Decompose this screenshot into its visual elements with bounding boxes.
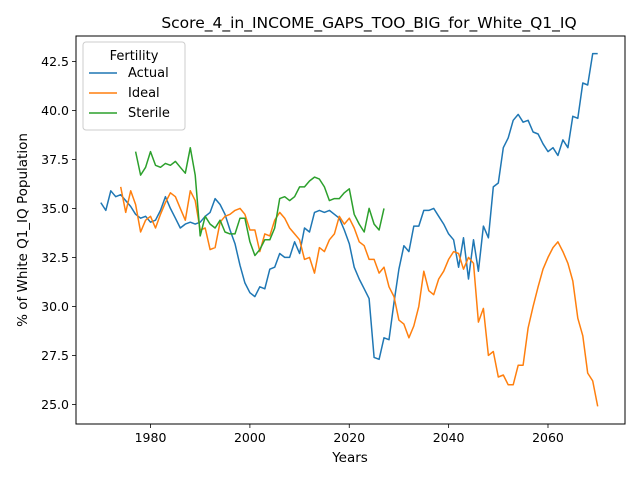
- y-tick-label: 27.5: [41, 348, 69, 363]
- x-tick-label: 2040: [433, 430, 465, 445]
- y-tick-label: 35.0: [41, 201, 69, 216]
- legend-label-ideal: Ideal: [128, 86, 160, 101]
- series-line-ideal: [121, 187, 598, 407]
- chart-title: Score_4_in_INCOME_GAPS_TOO_BIG_for_White…: [161, 14, 576, 33]
- legend-label-actual: Actual: [128, 66, 169, 81]
- legend-label-sterile: Sterile: [128, 106, 170, 121]
- x-tick-label: 2060: [532, 430, 564, 445]
- y-tick-label: 32.5: [41, 250, 69, 265]
- x-tick-label: 2020: [333, 430, 365, 445]
- x-axis: 1980 2000 2020 2040 2060: [135, 424, 564, 445]
- y-axis-title: % of White Q1_IQ Population: [15, 133, 31, 327]
- x-axis-title: Years: [331, 450, 368, 466]
- y-axis: 25.0 27.5 30.0 32.5 35.0 37.5 40.0 42.5: [41, 54, 76, 412]
- legend: Fertility Actual Ideal Sterile: [83, 42, 185, 130]
- y-tick-label: 42.5: [41, 54, 69, 69]
- x-tick-label: 2000: [234, 430, 266, 445]
- y-tick-label: 25.0: [41, 397, 69, 412]
- x-tick-label: 1980: [135, 430, 167, 445]
- y-tick-label: 37.5: [41, 152, 69, 167]
- y-tick-label: 30.0: [41, 299, 69, 314]
- legend-title: Fertility: [110, 49, 159, 64]
- y-tick-label: 40.0: [41, 103, 69, 118]
- series-line-sterile: [136, 148, 384, 256]
